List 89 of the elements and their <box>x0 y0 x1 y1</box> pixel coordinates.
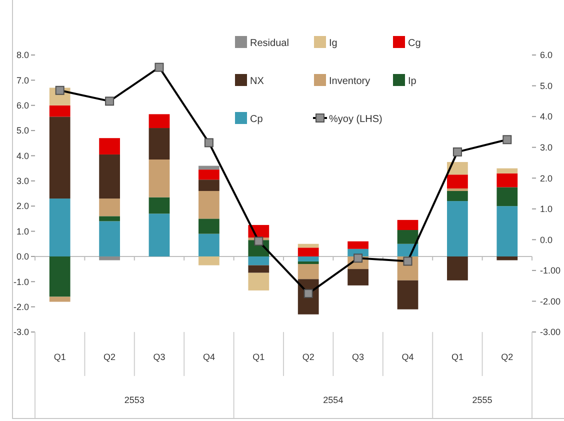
legend-label: NX <box>250 76 264 87</box>
y2-tick-label: 6.0 <box>540 50 553 60</box>
bar <box>99 154 120 199</box>
legend-label: Ip <box>408 76 417 87</box>
bar <box>198 218 220 234</box>
bar <box>447 190 468 202</box>
bar <box>397 220 418 230</box>
bar <box>99 221 120 256</box>
bar <box>447 201 468 256</box>
bar <box>49 256 70 297</box>
y2-tick-label: 2.0 <box>540 173 553 184</box>
y2-tick-label: 4.0 <box>540 112 553 122</box>
bar <box>148 214 170 256</box>
x-tick-label: Q4 <box>402 352 414 362</box>
x-tick-label: Q2 <box>104 352 116 362</box>
legend-label: Residual <box>250 38 289 49</box>
bar <box>298 248 319 256</box>
x-tick-label: Q1 <box>252 352 265 362</box>
y2-tick-label: 3.0 <box>540 142 553 152</box>
bar <box>99 216 120 222</box>
bar <box>447 188 468 191</box>
bar <box>198 166 220 170</box>
x-tick-label: Q3 <box>153 352 166 362</box>
bar <box>496 256 518 260</box>
legend-label: %yoy (LHS) <box>329 114 382 125</box>
y2-tick-label: -2.00 <box>540 296 561 306</box>
y-tick-label: 2.0 <box>16 201 29 212</box>
bar <box>348 241 368 249</box>
y-tick-label: -1.0 <box>13 276 29 287</box>
bar <box>148 160 170 198</box>
text: 2553 <box>124 395 144 406</box>
y2-tick-label: 0.0 <box>540 234 553 245</box>
y-tick-label: 4.0 <box>16 150 29 161</box>
x-tick-label: Q4 <box>202 352 215 362</box>
bar <box>49 105 70 117</box>
bar <box>248 265 270 273</box>
bar <box>496 173 518 188</box>
bar <box>99 198 120 216</box>
bar <box>397 230 418 244</box>
legend-label: Ig <box>329 38 338 49</box>
bar <box>298 261 319 264</box>
bar <box>496 187 518 206</box>
bar <box>248 256 270 266</box>
y-tick-label: 3.0 <box>16 176 29 186</box>
bar <box>148 197 170 214</box>
bar <box>49 296 70 302</box>
legend-label: Cg <box>408 38 421 49</box>
bar <box>198 190 220 219</box>
x-tick-label: Q1 <box>451 352 464 362</box>
y-tick-label: 7.0 <box>16 75 29 86</box>
bar <box>198 234 220 256</box>
bar <box>496 206 518 256</box>
y-tick-label: 0.0 <box>16 252 29 262</box>
bar <box>447 174 468 188</box>
y-tick-label: 8.0 <box>16 50 29 60</box>
bar <box>496 168 518 174</box>
bar <box>298 264 319 280</box>
bar <box>198 256 220 266</box>
y-tick-label: 5.0 <box>16 126 29 136</box>
y2-tick-label: -1.00 <box>540 266 561 276</box>
bar <box>298 256 319 262</box>
legend-label: Inventory <box>329 76 370 87</box>
bar <box>148 114 170 128</box>
bar <box>49 198 70 256</box>
x-tick-label: Q3 <box>352 352 364 362</box>
bar <box>99 256 120 260</box>
legend-label: Cp <box>250 114 264 125</box>
y-tick-label: 6.0 <box>16 100 29 111</box>
y-tick-label: -3.0 <box>13 327 29 338</box>
bar <box>49 116 70 199</box>
bar <box>298 244 319 248</box>
x-tick-label: Q2 <box>501 352 514 362</box>
text: 2554 <box>323 395 344 406</box>
y-tick-label: -2.0 <box>13 302 29 312</box>
bar <box>198 180 220 191</box>
text: 2555 <box>472 395 492 406</box>
y-tick-label: 1.0 <box>16 226 29 236</box>
y2-tick-label: 1.0 <box>540 204 553 214</box>
bar <box>99 138 120 154</box>
bar <box>348 269 368 286</box>
x-tick-label: Q2 <box>302 352 314 362</box>
bar <box>248 272 270 290</box>
y2-tick-label: -3.00 <box>540 327 561 338</box>
x-tick-label: Q1 <box>54 352 66 362</box>
bar <box>198 170 220 180</box>
bar <box>148 128 170 160</box>
bar <box>397 280 418 310</box>
bar <box>447 256 468 280</box>
y2-tick-label: 5.0 <box>540 80 553 91</box>
